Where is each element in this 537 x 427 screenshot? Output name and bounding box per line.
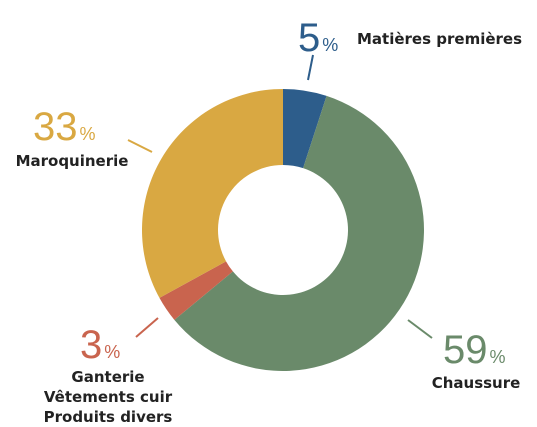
- value-unit: %: [322, 35, 338, 55]
- category-label: Chaussure: [432, 374, 521, 392]
- value-unit: %: [104, 342, 120, 362]
- donut-slice: [141, 88, 283, 298]
- category-label: Maroquinerie: [16, 152, 129, 170]
- value-number: 3: [80, 323, 102, 367]
- category-label: Ganterie: [71, 368, 144, 386]
- value-label: 5%: [298, 16, 338, 60]
- donut-slice: [283, 89, 327, 169]
- category-label: Vêtements cuir: [44, 388, 173, 406]
- leader-line: [407, 319, 433, 339]
- value-unit: %: [490, 347, 506, 367]
- value-number: 33: [33, 105, 78, 149]
- leader-line: [307, 54, 314, 81]
- leader-line: [127, 139, 153, 153]
- donut-slice: [159, 261, 233, 320]
- value-number: 59: [443, 328, 488, 372]
- donut-slice: [174, 95, 424, 371]
- value-number: 5: [298, 16, 320, 60]
- value-unit: %: [80, 124, 96, 144]
- value-label: 33%: [33, 105, 96, 149]
- value-label: 59%: [443, 328, 506, 372]
- value-label: 3%: [80, 323, 120, 367]
- category-label: Matières premières: [357, 30, 522, 48]
- leader-line: [135, 317, 159, 338]
- category-label: Produits divers: [44, 408, 173, 426]
